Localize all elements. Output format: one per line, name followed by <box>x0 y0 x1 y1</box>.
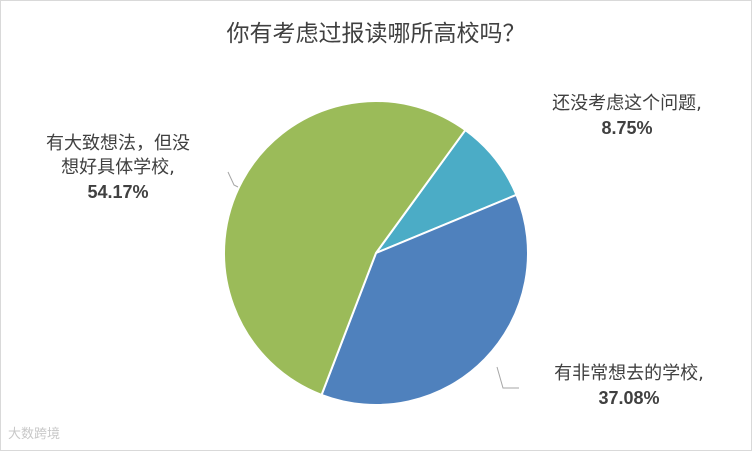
label-dream-school-text: 有非常想去的学校, <box>554 363 704 384</box>
slice-rough-idea <box>223 100 467 397</box>
label-rough-idea-text-2: 想好具体学校, <box>61 157 175 178</box>
label-not-considered: 还没考虑这个问题, 8.75% <box>522 92 732 140</box>
chart-title: 你有考虑过报读哪所高校吗？ <box>226 21 526 47</box>
slice-dream-school <box>320 193 529 406</box>
watermark: 大数跨境 <box>8 427 61 442</box>
slice-not-considered <box>373 128 518 256</box>
label-dream-school: 有非常想去的学校, 37.08% <box>519 362 739 410</box>
label-dream-school-value: 37.08% <box>598 388 660 408</box>
label-not-considered-text: 还没考虑这个问题, <box>552 93 702 114</box>
leader-dream-school <box>496 366 519 389</box>
label-not-considered-value: 8.75% <box>601 118 653 138</box>
label-rough-idea-value: 54.17% <box>87 182 149 202</box>
label-rough-idea: 有大致想法，但没 想好具体学校, 54.17% <box>8 132 228 204</box>
label-rough-idea-text-1: 有大致想法，但没 <box>46 133 190 154</box>
leader-rough-idea <box>227 171 239 188</box>
